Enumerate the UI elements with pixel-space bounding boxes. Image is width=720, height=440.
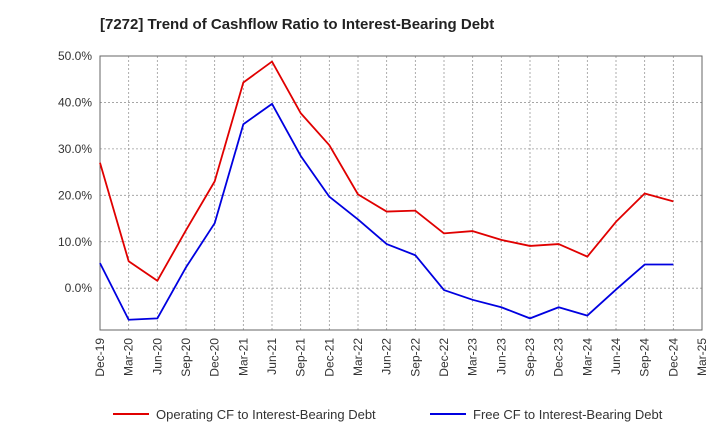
x-tick-label: Mar-25: [695, 338, 709, 376]
x-tick-label: Jun-23: [494, 338, 508, 375]
x-tick-label: Jun-21: [265, 338, 279, 375]
x-tick-label: Sep-24: [638, 338, 652, 377]
y-tick-label: 40.0%: [58, 95, 92, 109]
x-tick-label: Mar-23: [466, 338, 480, 376]
x-tick-label: Dec-22: [437, 338, 451, 377]
x-tick-label: Dec-19: [93, 338, 107, 377]
x-tick-label: Mar-24: [580, 338, 594, 376]
chart-title: [7272] Trend of Cashflow Ratio to Intere…: [100, 16, 495, 33]
y-tick-label: 20.0%: [58, 188, 92, 202]
x-tick-label: Jun-20: [150, 338, 164, 375]
y-tick-label: 50.0%: [58, 49, 92, 63]
x-tick-label: Dec-20: [208, 338, 222, 377]
x-tick-label: Mar-21: [236, 338, 250, 376]
x-tick-label: Sep-23: [523, 338, 537, 377]
x-tick-label: Jun-24: [609, 338, 623, 375]
x-tick-label: Mar-22: [351, 338, 365, 376]
x-tick-label: Sep-20: [179, 338, 193, 377]
y-tick-label: 30.0%: [58, 142, 92, 156]
y-tick-label: 10.0%: [58, 235, 92, 249]
legend-label-2: Free CF to Interest-Bearing Debt: [473, 407, 663, 422]
legend-label-1: Operating CF to Interest-Bearing Debt: [156, 407, 376, 422]
x-tick-label: Dec-21: [322, 338, 336, 377]
x-tick-label: Sep-21: [294, 338, 308, 377]
series-line-2: [99, 102, 674, 321]
series-line-1: [99, 60, 674, 282]
x-tick-label: Dec-24: [666, 338, 680, 377]
x-tick-label: Dec-23: [552, 338, 566, 377]
x-tick-label: Sep-22: [408, 338, 422, 377]
x-tick-label: Mar-20: [122, 338, 136, 376]
plot-border: [99, 55, 703, 331]
x-tick-label: Jun-22: [380, 338, 394, 375]
y-tick-label: 0.0%: [65, 281, 93, 295]
plot-area: [100, 56, 702, 330]
